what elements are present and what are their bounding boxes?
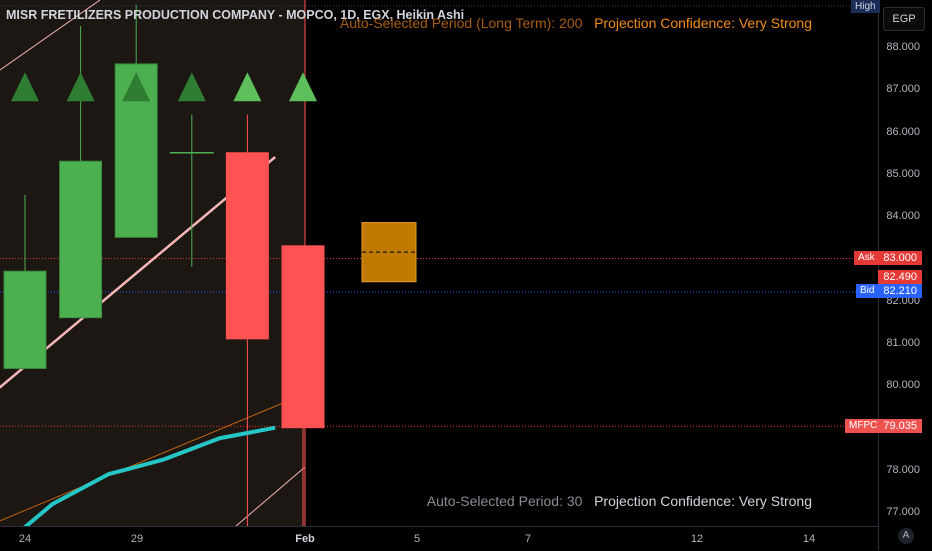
price-plot[interactable]	[0, 0, 878, 526]
channel-upper-line	[0, 0, 101, 71]
price-tick-label: 87.000	[886, 83, 920, 96]
date-tick-label: 24	[18, 533, 32, 545]
last-price-tag: 82.490	[878, 270, 922, 284]
channel-lower-line	[235, 466, 306, 526]
symbol-title[interactable]: MISR FRETILIZERS PRODUCTION COMPANY - MO…	[6, 8, 465, 22]
buy-signal-triangle	[233, 72, 262, 102]
price-tick-label: 78.000	[886, 464, 920, 476]
ma-line	[23, 425, 276, 526]
buy-signal-triangle	[66, 72, 95, 102]
candle-body	[281, 245, 325, 429]
date-tick-label: 14	[802, 533, 816, 545]
projection-info-top: Auto-Selected Period (Long Term): 200 Pr…	[340, 15, 812, 31]
bid-price-tag: 82.210	[878, 284, 922, 298]
mfpc-price-tag: 79.035	[878, 419, 922, 433]
price-tick-label: 86.000	[886, 125, 920, 138]
bid-label-tag: Bid	[856, 284, 879, 298]
buy-signal-triangle	[289, 72, 317, 102]
regression-line	[0, 393, 306, 522]
price-tick-label: 77.000	[886, 506, 920, 519]
chart-area[interactable]: MISR FRETILIZERS PRODUCTION COMPANY - MO…	[0, 0, 878, 526]
buy-signal-triangle	[11, 72, 39, 102]
auto-scale-button[interactable]: A	[898, 528, 914, 544]
buy-signal-triangle	[122, 72, 151, 102]
date-tick-label: 12	[690, 533, 704, 545]
date-tick-label: Feb	[295, 533, 315, 545]
price-tick-label: 84.000	[886, 210, 920, 223]
date-tick-label: 29	[130, 533, 144, 545]
confidence-label-bottom: Projection Confidence: Very Strong	[594, 493, 812, 509]
price-tick-label: 88.000	[886, 41, 920, 53]
price-tick-label: 80.000	[886, 379, 920, 392]
period-label-bottom: Auto-Selected Period: 30	[426, 493, 583, 509]
buy-signal-triangle	[177, 72, 206, 102]
mfpc-label-tag: MFPC	[845, 419, 882, 433]
currency-button[interactable]: EGP	[883, 7, 925, 31]
period-label-top: Auto-Selected Period (Long Term): 200	[339, 15, 583, 31]
high-label: High	[851, 0, 880, 13]
candle-body	[59, 160, 103, 319]
ask-label-tag: Ask	[854, 251, 879, 265]
date-tick-label: 5	[413, 533, 421, 545]
confidence-label-top: Projection Confidence: Very Strong	[594, 15, 812, 31]
time-axis[interactable]: 24 29 Feb 5 7 12 14	[0, 526, 878, 551]
price-tick-label: 81.000	[886, 337, 920, 350]
candle-body	[3, 270, 47, 369]
date-tick-label: 7	[524, 533, 532, 545]
price-tick-label: 85.000	[886, 167, 920, 180]
ask-price-tag: 83.000	[878, 251, 922, 265]
projection-info-bottom: Auto-Selected Period: 30 Projection Conf…	[427, 493, 812, 509]
candle-body	[225, 152, 269, 340]
